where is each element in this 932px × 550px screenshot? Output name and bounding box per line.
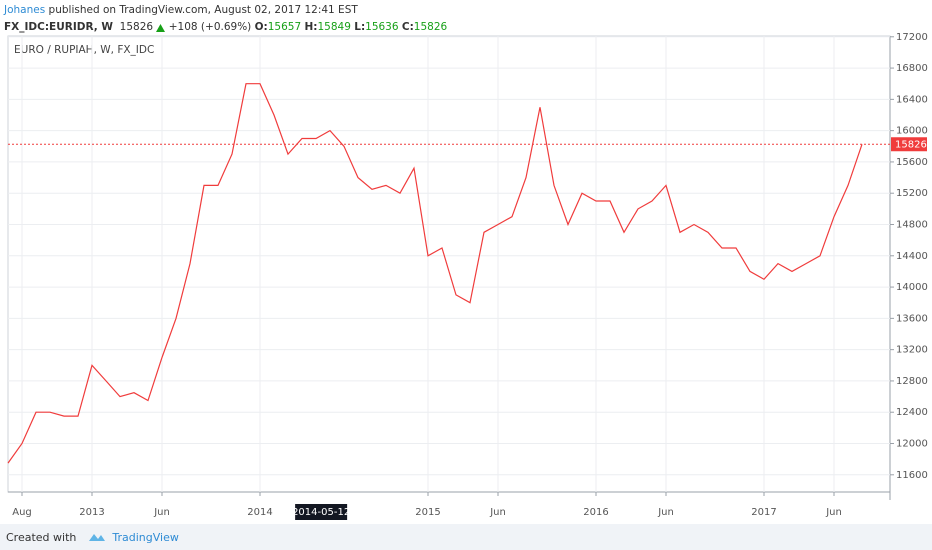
x-tick-label: Jun	[153, 507, 170, 518]
x-tick-label: 2016	[583, 507, 608, 518]
y-tick-label: 13600	[896, 313, 928, 324]
y-tick-label: 17200	[896, 32, 928, 43]
close-label: C:	[401, 21, 414, 33]
header-line-1: Johanes published on TradingView.com, Au…	[4, 2, 447, 19]
footer-text: Created with	[6, 530, 77, 544]
price-line	[7, 83, 863, 464]
y-tick-label: 15200	[896, 188, 928, 199]
low-label: L:	[354, 21, 366, 33]
published: published on TradingView.com, August 02,…	[48, 4, 358, 16]
x-tick-label: 2013	[79, 507, 104, 518]
y-tick-label: 11600	[896, 470, 928, 481]
chart-title: EURO / RUPIAH, W, FX_IDC	[14, 44, 154, 56]
brand-logo	[89, 534, 106, 541]
close: 15826	[413, 21, 448, 33]
last-value-label: 15826	[895, 139, 927, 150]
x-tick-label: Jun	[489, 507, 506, 518]
open-label: O:	[254, 21, 268, 33]
y-tick-label: 16400	[896, 94, 928, 105]
header-line-2: FX_IDC:EURIDR, W 15826 +108 (+0.69%) O:1…	[4, 19, 447, 36]
crosshair-label: 2014-05-12	[292, 507, 350, 518]
y-tick-label: 14800	[896, 220, 928, 231]
x-tick-label: 2017	[751, 507, 776, 518]
up-arrow	[156, 23, 166, 32]
low: 15636	[365, 21, 399, 33]
header: Johanes published on TradingView.com, Au…	[4, 2, 447, 36]
y-tick-label: 13200	[896, 345, 928, 356]
y-tick-label: 12000	[896, 439, 928, 450]
high-label: H:	[304, 21, 318, 33]
x-tick-label: Aug	[12, 507, 32, 518]
plot-frame	[7, 35, 891, 493]
x-tick-label: 2014	[247, 507, 272, 518]
open: 15657	[267, 21, 302, 33]
x-tick-label: Jun	[825, 507, 842, 518]
price: 15826	[119, 21, 154, 33]
y-tick-label: 12400	[896, 407, 928, 418]
y-tick-label: 12800	[896, 376, 928, 387]
x-tick-label: Jun	[657, 507, 674, 518]
footer: Created with TradingView	[0, 524, 932, 550]
x-tick-label: 2015	[415, 507, 440, 518]
y-tick-label: 15600	[896, 157, 928, 168]
footer-brand: TradingView	[112, 530, 179, 544]
crosshair-box	[295, 504, 348, 520]
author: Johanes	[4, 4, 46, 16]
chart: EURO / RUPIAH, W, FX_IDC 11600 12000 12400…	[7, 32, 928, 520]
symbol: FX_IDC:EURIDR, W	[4, 21, 113, 33]
y-tick-label: 14000	[896, 282, 928, 293]
y-tick-label: 16800	[896, 63, 928, 74]
change: +108 (+0.69%)	[168, 21, 252, 33]
high: 15849	[317, 21, 351, 33]
y-tick-label: 16000	[896, 126, 928, 137]
last-value-box	[891, 137, 927, 152]
y-tick-label: 14400	[896, 251, 928, 262]
